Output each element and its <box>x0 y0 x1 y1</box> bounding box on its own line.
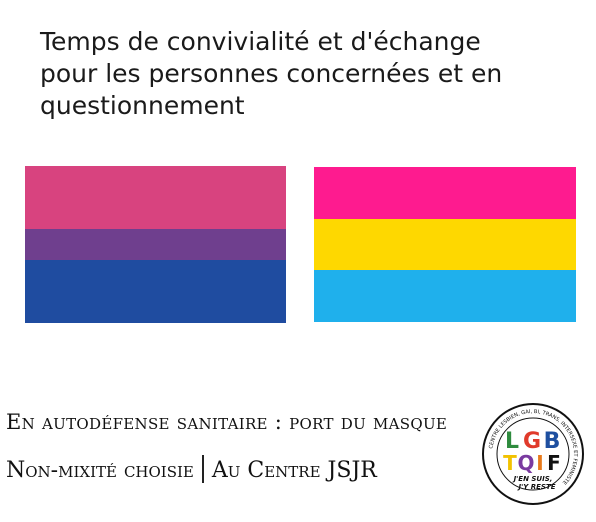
headline-line-1: Temps de convivialité et d'échange <box>40 27 481 56</box>
pansexual-flag-stripe-yellow <box>314 218 576 271</box>
bisexual-flag-stripe-blue <box>25 260 286 323</box>
mask-notice: En autodéfense sanitaire : port du masqu… <box>6 410 448 434</box>
bisexual-flag-stripe-pink <box>25 166 286 229</box>
pansexual-flag <box>314 167 576 323</box>
center-logo: CENTRE LESBIEN, GAI, BI, TRANS, INTERSEX… <box>482 403 584 505</box>
logo-motto-2: J'Y RESTE <box>516 483 555 491</box>
pansexual-flag-stripe-pink <box>314 167 576 219</box>
logo-letter: G <box>523 429 541 454</box>
logo-letter: T <box>503 451 517 475</box>
logo-letter: L <box>505 429 519 454</box>
separator-bar <box>201 455 204 483</box>
non-mixite-label: Non-mixité choisie <box>6 458 194 483</box>
logo-letter: Q <box>517 451 534 475</box>
event-details: Non-mixité choisie Au Centre JSJR <box>6 455 377 483</box>
logo-motto-1: J'EN SUIS, <box>512 475 553 483</box>
logo-letter: I <box>536 451 543 475</box>
logo-inner-ring <box>496 417 570 491</box>
bisexual-flag-stripe-purple <box>25 228 286 261</box>
event-headline: Temps de convivialité et d'échange pour … <box>40 26 570 122</box>
logo-letter: F <box>547 451 561 475</box>
headline-line-3: questionnement <box>40 91 245 120</box>
bisexual-flag <box>25 166 286 323</box>
pansexual-flag-stripe-cyan <box>314 270 576 323</box>
venue-label: Au Centre JSJR <box>211 458 377 483</box>
headline-line-2: pour les personnes concernées et en <box>40 59 503 88</box>
logo-letter: B <box>544 429 561 454</box>
